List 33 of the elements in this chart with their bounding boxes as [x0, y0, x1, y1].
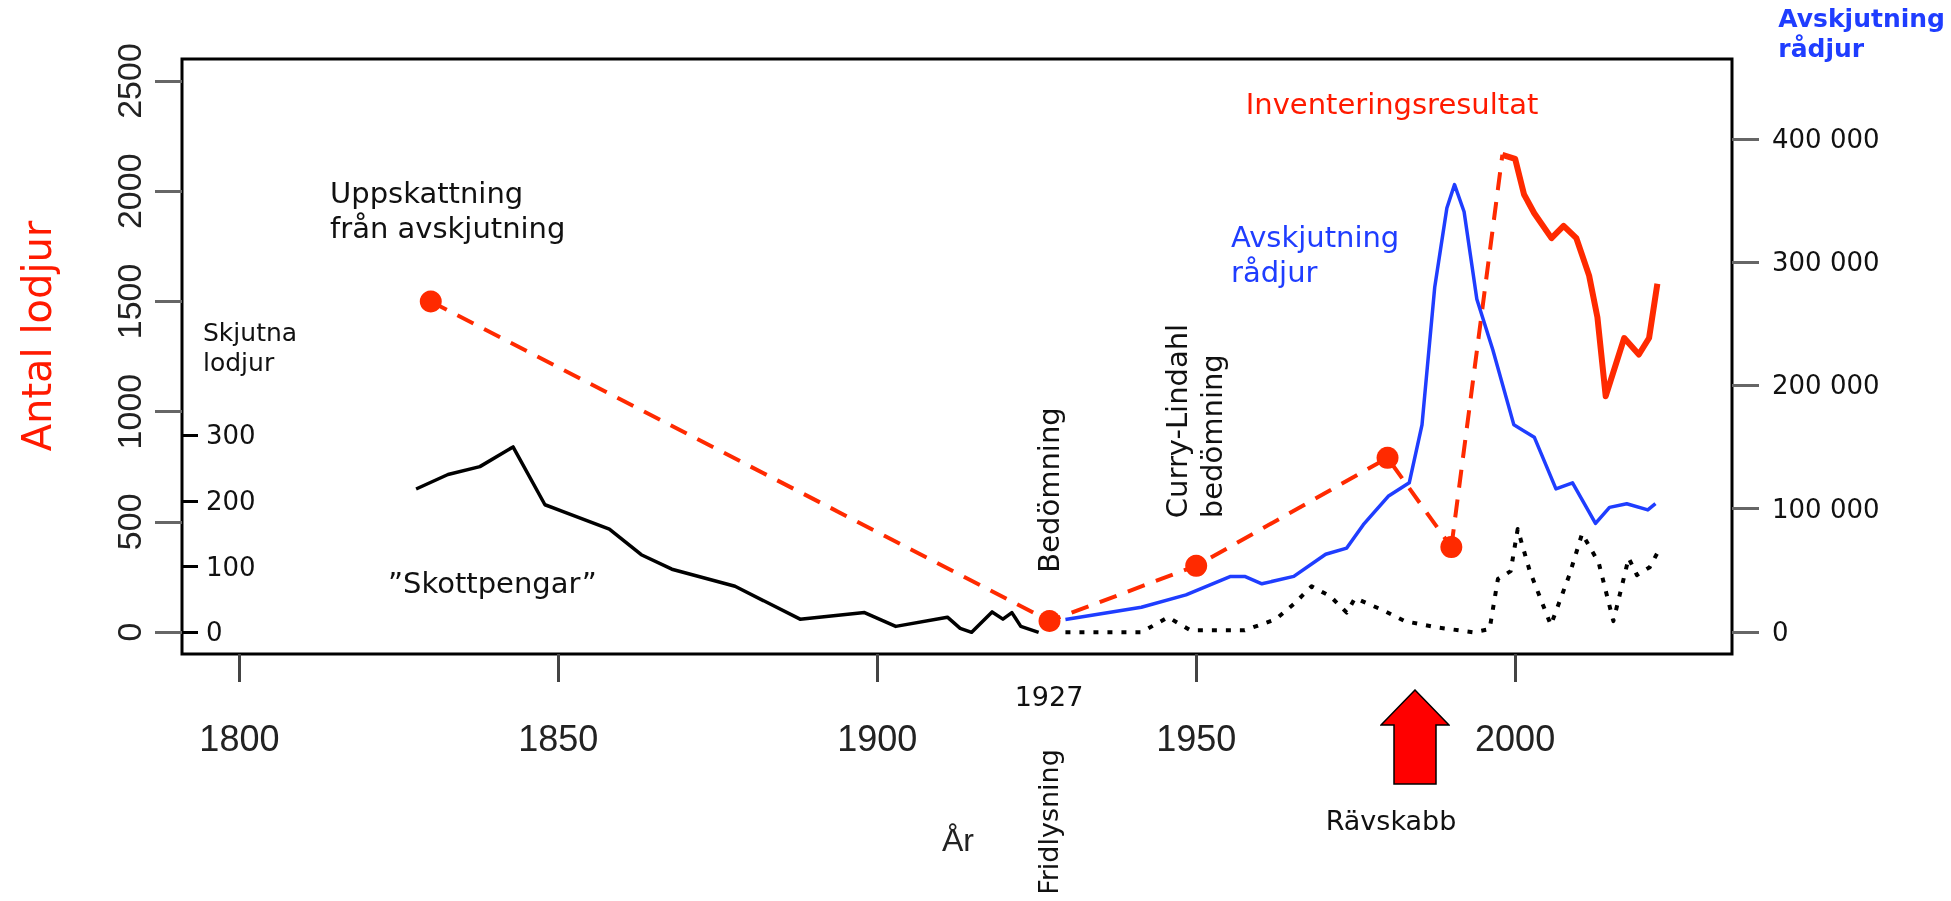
y-tick-label: 1000 [110, 373, 148, 450]
y3-tick-label: 0 [1772, 616, 1789, 647]
y3-tick-label: 300 000 [1772, 247, 1880, 278]
text: Fridlysning [1032, 749, 1065, 895]
y2-tick-label: 100 [206, 551, 256, 582]
annotation: ”Skottpengar” [388, 566, 597, 601]
annotation: Avskjutning rådjur [1231, 220, 1400, 290]
y-tick-label: 2500 [110, 43, 148, 119]
annotation: Uppskattning från avskjutning [330, 176, 566, 246]
y-tick-label: 1500 [110, 263, 148, 340]
text: 1927 [1014, 680, 1084, 714]
annotation: Inventeringsresultat [1245, 86, 1539, 122]
y3-tick-label: 200 000 [1772, 370, 1880, 401]
annotation: Curry-Lindahl bedömning [1160, 323, 1230, 519]
x-tick-label: 1950 [1156, 717, 1237, 759]
y-tick-label: 0 [110, 622, 148, 642]
x-tick-label: 2000 [1475, 717, 1556, 759]
x-axis-title: År [942, 820, 974, 860]
annotation: Bedömning [1031, 407, 1067, 573]
y2-axis-title: Skjutna lodjur [203, 318, 298, 378]
x-tick-label: 1850 [518, 717, 599, 759]
y2-tick-label: 200 [206, 485, 256, 516]
y-tick-label: 2000 [110, 153, 148, 230]
text: Rävskabb [1325, 804, 1457, 838]
y-axis-title: Antal lodjur [13, 220, 61, 452]
y2-tick-label: 0 [206, 617, 223, 648]
x-tick-label: 1900 [837, 717, 918, 759]
x-tick-label: 1800 [199, 717, 280, 759]
y2-tick-label: 300 [206, 420, 256, 451]
y3-tick-label: 400 000 [1772, 124, 1880, 155]
y-tick-label: 500 [110, 493, 148, 551]
y3-axis-title: Avskjutning rådjur [1778, 4, 1945, 64]
y3-tick-label: 100 000 [1772, 493, 1880, 524]
